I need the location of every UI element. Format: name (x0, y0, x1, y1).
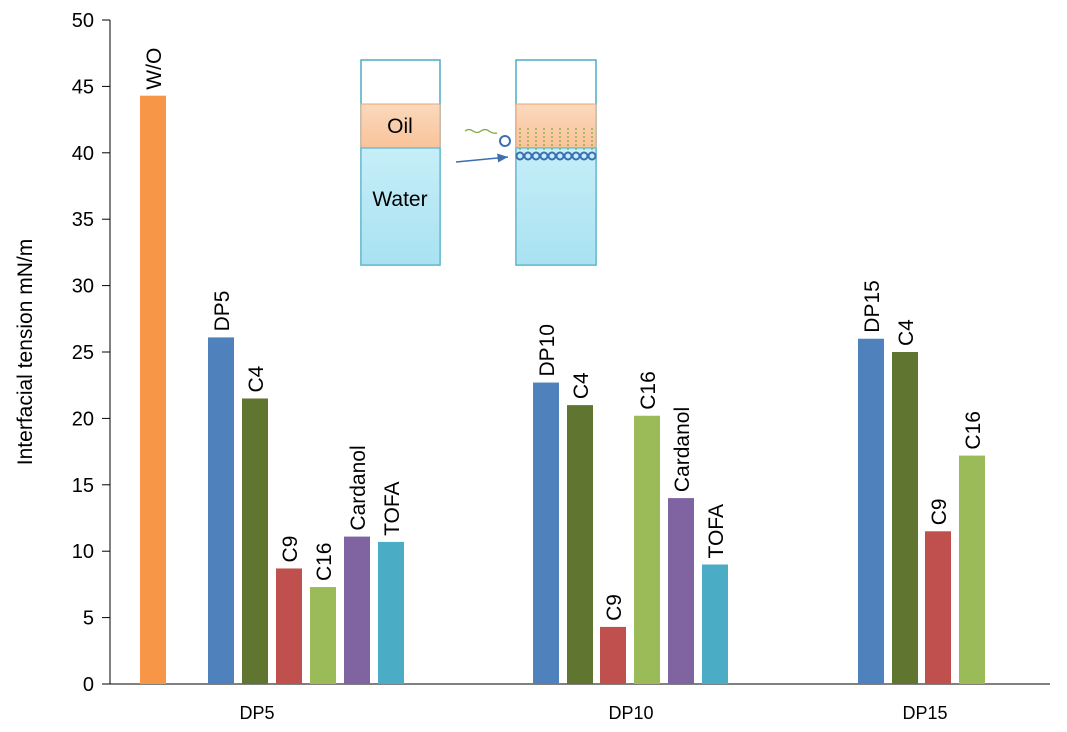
y-tick-label: 45 (72, 76, 94, 98)
bar-label: DP15 (861, 280, 884, 333)
bar-label: TOFA (705, 504, 728, 558)
y-tick-label: 35 (72, 209, 94, 231)
bar (140, 95, 166, 685)
water-label: Water (372, 188, 427, 211)
bar (925, 531, 951, 684)
bar-label: DP10 (536, 324, 559, 377)
water-layer (515, 147, 597, 266)
bar (208, 337, 234, 684)
heads (499, 135, 597, 161)
bar-label: C9 (928, 498, 951, 525)
bar-label: C16 (962, 411, 985, 450)
x-tick-label: DP5 (239, 703, 274, 723)
bar (892, 352, 918, 684)
bar (600, 626, 626, 684)
bar (276, 568, 302, 684)
bar-label: C16 (313, 543, 336, 582)
bar (858, 338, 884, 684)
bar-label: C9 (603, 594, 626, 621)
bar-label: C16 (637, 371, 660, 410)
water-layer (360, 147, 441, 266)
bar-label: DP5 (211, 291, 234, 332)
bar-label: W/O (143, 48, 166, 90)
bar (378, 541, 404, 684)
oil-label: Oil (387, 115, 413, 138)
bar-label: C9 (279, 536, 302, 563)
bar-label: TOFA (381, 481, 404, 535)
y-axis-label: Interfacial tension mN/m (14, 239, 37, 465)
arrow (455, 153, 509, 163)
bar (959, 455, 985, 684)
y-tick-label: 20 (72, 408, 94, 430)
bar (242, 398, 268, 684)
bar (310, 587, 336, 684)
bar (567, 405, 593, 684)
oil-layer (360, 103, 441, 149)
bar (702, 564, 728, 684)
bar-label: Cardanol (671, 407, 694, 492)
bar-label: C4 (895, 319, 918, 346)
y-tick-label: 50 (72, 10, 94, 32)
y-tick-label: 0 (83, 674, 94, 696)
bar (634, 415, 660, 684)
x-tick-label: DP15 (902, 703, 947, 723)
x-tick-label: DP10 (608, 703, 653, 723)
y-tick-label: 40 (72, 143, 94, 165)
molecule-tail (464, 128, 498, 134)
y-tick-label: 30 (72, 276, 94, 298)
bar (668, 498, 694, 684)
bar-label: C4 (570, 372, 593, 399)
bar-label: C4 (245, 365, 268, 392)
bar (344, 536, 370, 684)
bar (533, 382, 559, 684)
bar-label: Cardanol (347, 445, 370, 530)
inset-diagram: Oil Water (360, 59, 597, 266)
y-tick-label: 15 (72, 475, 94, 497)
y-tick-label: 25 (72, 342, 94, 364)
y-tick-label: 10 (72, 541, 94, 563)
y-tick-label: 5 (83, 608, 94, 630)
